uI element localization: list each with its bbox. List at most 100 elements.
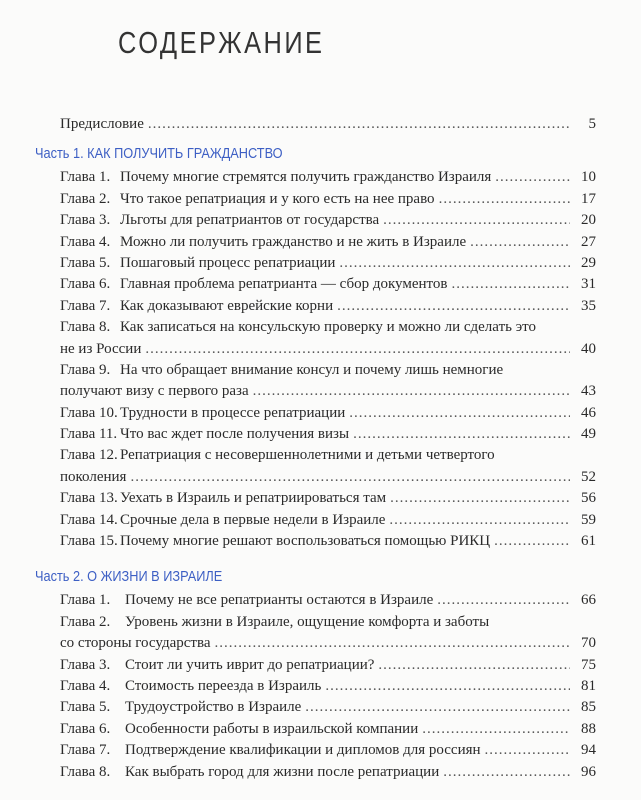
- page-number: 10: [581, 169, 596, 186]
- toc-entry[interactable]: Глава 8. Как выбрать город для жизни посл…: [0, 761, 641, 783]
- dot-leader: [148, 114, 570, 135]
- chapter-label: Глава 15.: [60, 533, 118, 550]
- part-heading[interactable]: Часть 1. КАК ПОЛУЧИТЬ ГРАЖДАНСТВО: [35, 145, 283, 163]
- toc-entry[interactable]: Глава 7. Как доказывают еврейские корни 35: [0, 295, 641, 318]
- entry-title-continued: получают визу с первого раза: [60, 381, 253, 403]
- page-number: 5: [588, 116, 597, 132]
- toc-entry-preface[interactable]: Предисловие 5: [0, 114, 641, 136]
- entry-line: получают визу с первого раза 43: [60, 381, 596, 403]
- part-heading[interactable]: Часть 2. О ЖИЗНИ В ИЗРАИЛЕ: [35, 568, 223, 586]
- toc-entry[interactable]: Глава 1. Почему не все репатрианты остают…: [0, 590, 641, 612]
- toc-entry-continuation[interactable]: не из России 40: [0, 338, 641, 360]
- entry-line: Что вас ждет после получения визы 49: [120, 424, 596, 446]
- entry-title: Трудности в процессе репатриации: [120, 402, 350, 425]
- dot-leader: [353, 424, 570, 445]
- entry-line: Стоимость переезда в Израиль 81: [125, 675, 596, 698]
- toc-entry[interactable]: Глава 8. Как записаться на консульскую пр…: [0, 317, 641, 339]
- chapter-label: Глава 7.: [60, 297, 111, 314]
- toc-entry[interactable]: Глава 14. Срочные дела в первые недели в …: [0, 509, 641, 532]
- entry-line: поколения 52: [60, 466, 596, 489]
- chapter-label: Глава 2.: [60, 613, 111, 630]
- toc-entry[interactable]: Глава 11. Что вас ждет после получения ви…: [0, 424, 641, 446]
- dot-leader: [305, 697, 570, 718]
- toc-entry[interactable]: Глава 9. На что обращает внимание консул …: [0, 359, 641, 382]
- toc-entry[interactable]: Глава 6. Главная проблема репатрианта — с…: [0, 274, 641, 296]
- page-number: 96: [581, 763, 596, 780]
- toc-entry[interactable]: Глава 6. Особенности работы в израильской…: [0, 718, 641, 741]
- page-number: 75: [581, 656, 596, 673]
- dot-leader: [495, 167, 570, 188]
- entry-title: Стоимость переезда в Израиль: [125, 675, 326, 698]
- entry-line: со стороны государства 70: [60, 633, 596, 655]
- toc-entry[interactable]: Глава 4. Стоимость переезда в Израиль 81: [0, 675, 641, 698]
- entry-title-continued: поколения: [60, 466, 131, 489]
- page-number: 94: [581, 742, 596, 759]
- dot-leader: [390, 488, 570, 509]
- entry-title: Главная проблема репатрианта — сбор доку…: [120, 274, 452, 296]
- page-number: 59: [581, 511, 596, 528]
- entry-line: Что такое репатриация и у кого есть на н…: [120, 188, 596, 211]
- entry-title: Льготы для репатриантов от государства: [120, 210, 384, 232]
- entry-line: Пошаговый процесс репатриации 29: [120, 252, 596, 275]
- entry-line: Почему не все репатрианты остаются в Изр…: [125, 590, 596, 612]
- entry-line: На что обращает внимание консул и почему…: [120, 359, 596, 382]
- entry-line: Как доказывают еврейские корни 35: [120, 295, 596, 318]
- entry-line: Льготы для репатриантов от государства 20: [120, 210, 596, 232]
- dot-leader: [485, 740, 570, 761]
- toc-entry[interactable]: Глава 1. Почему многие стремятся получить…: [0, 167, 641, 189]
- page-number: 61: [581, 533, 596, 550]
- entry-title: Уехать в Израиль и репатриироваться там: [120, 488, 391, 510]
- toc-entry[interactable]: Глава 12. Репатриация с несовершеннолетни…: [0, 445, 641, 467]
- entry-title: Трудоустройство в Израиле: [125, 697, 306, 719]
- dot-leader: [378, 655, 570, 676]
- toc-entry-continuation[interactable]: поколения 52: [0, 466, 641, 489]
- entry-title: Как выбрать город для жизни после репатр…: [125, 761, 444, 783]
- toc-entry[interactable]: Глава 3. Льготы для репатриантов от госуд…: [0, 210, 641, 232]
- entry-line: Как записаться на консульскую проверку и…: [120, 317, 596, 339]
- entry-line: Уровень жизни в Израиле, ощущение комфор…: [125, 611, 596, 634]
- toc-entry[interactable]: Глава 4. Можно ли получить гражданство и …: [0, 231, 641, 253]
- entry-title: Как записаться на консульскую проверку и…: [120, 317, 541, 339]
- toc-entry-continuation[interactable]: получают визу с первого раза 43: [0, 381, 641, 403]
- chapter-label: Глава 2.: [60, 190, 111, 207]
- toc-entry[interactable]: Глава 2. Что такое репатриация и у кого е…: [0, 188, 641, 211]
- chapter-label: Глава 11.: [60, 426, 118, 443]
- entry-line: Почему многие стремятся получить граждан…: [120, 167, 596, 189]
- toc-entry[interactable]: Глава 5. Пошаговый процесс репатриации 29: [0, 252, 641, 275]
- page-number: 85: [581, 699, 596, 716]
- chapter-label: Глава 6.: [60, 720, 111, 737]
- entry-line: Подтверждение квалификации и дипломов дл…: [125, 740, 596, 762]
- dot-leader: [437, 590, 570, 611]
- entry-title: Уровень жизни в Израиле, ощущение комфор…: [125, 611, 494, 634]
- toc-entry-continuation[interactable]: со стороны государства 70: [0, 633, 641, 655]
- page-number: 52: [581, 468, 596, 485]
- chapter-label: Глава 10.: [60, 404, 118, 421]
- entry-title: Особенности работы в израильской компани…: [125, 718, 423, 741]
- entry-title: Можно ли получить гражданство и не жить …: [120, 231, 471, 253]
- toc-entry[interactable]: Глава 10. Трудности в процессе репатриаци…: [0, 402, 641, 425]
- page-number: 29: [581, 254, 596, 271]
- page-number: 40: [581, 340, 596, 357]
- entry-line: не из России 40: [60, 338, 596, 360]
- dot-leader: [337, 296, 570, 317]
- chapter-label: Глава 13.: [60, 490, 118, 507]
- entry-title: Срочные дела в первые недели в Израиле: [120, 509, 390, 532]
- dot-leader: [349, 403, 570, 424]
- toc-entry[interactable]: Глава 7. Подтверждение квалификации и дип…: [0, 740, 641, 762]
- chapter-label: Глава 5.: [60, 699, 111, 716]
- chapter-label: Глава 8.: [60, 763, 111, 780]
- toc-entry[interactable]: Глава 5. Трудоустройство в Израиле 85: [0, 697, 641, 719]
- toc-entry[interactable]: Глава 2. Уровень жизни в Израиле, ощущени…: [0, 611, 641, 634]
- toc-entry[interactable]: Глава 13. Уехать в Израиль и репатриирова…: [0, 488, 641, 510]
- toc-entry[interactable]: Глава 3. Стоит ли учить иврит до репатриа…: [0, 654, 641, 676]
- entry-line: Как выбрать город для жизни после репатр…: [125, 761, 596, 783]
- entry-title: Предисловие: [60, 114, 148, 136]
- page-number: 49: [581, 426, 596, 443]
- chapter-label: Глава 1.: [60, 592, 111, 609]
- toc-entry[interactable]: Глава 15. Почему многие решают воспользов…: [0, 531, 641, 553]
- entry-title: Подтверждение квалификации и дипломов дл…: [125, 740, 485, 762]
- entry-title: Стоит ли учить иврит до репатриации?: [125, 654, 379, 676]
- entry-title: Что вас ждет после получения визы: [120, 424, 354, 446]
- chapter-label: Глава 3.: [60, 656, 111, 673]
- entry-line: Главная проблема репатрианта — сбор доку…: [120, 274, 596, 296]
